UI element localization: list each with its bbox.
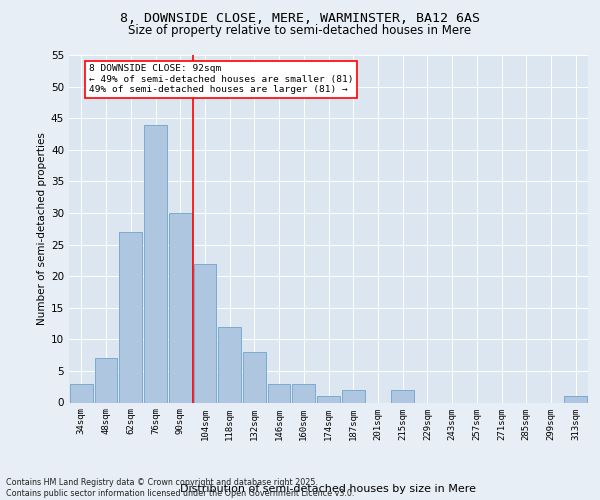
Text: Contains HM Land Registry data © Crown copyright and database right 2025.
Contai: Contains HM Land Registry data © Crown c… bbox=[6, 478, 355, 498]
Bar bbox=[564, 396, 587, 402]
Bar bbox=[317, 396, 340, 402]
Text: 8, DOWNSIDE CLOSE, MERE, WARMINSTER, BA12 6AS: 8, DOWNSIDE CLOSE, MERE, WARMINSTER, BA1… bbox=[120, 12, 480, 26]
Bar bbox=[95, 358, 118, 403]
Bar bbox=[292, 384, 315, 402]
Bar bbox=[342, 390, 365, 402]
X-axis label: Distribution of semi-detached houses by size in Mere: Distribution of semi-detached houses by … bbox=[181, 484, 476, 494]
Bar bbox=[119, 232, 142, 402]
Bar bbox=[243, 352, 266, 403]
Y-axis label: Number of semi-detached properties: Number of semi-detached properties bbox=[37, 132, 47, 325]
Bar bbox=[144, 124, 167, 402]
Bar bbox=[218, 326, 241, 402]
Text: Size of property relative to semi-detached houses in Mere: Size of property relative to semi-detach… bbox=[128, 24, 472, 37]
Bar bbox=[70, 384, 93, 402]
Bar bbox=[391, 390, 414, 402]
Bar bbox=[194, 264, 216, 402]
Text: 8 DOWNSIDE CLOSE: 92sqm
← 49% of semi-detached houses are smaller (81)
49% of se: 8 DOWNSIDE CLOSE: 92sqm ← 49% of semi-de… bbox=[89, 64, 353, 94]
Bar bbox=[169, 213, 191, 402]
Bar bbox=[268, 384, 290, 402]
